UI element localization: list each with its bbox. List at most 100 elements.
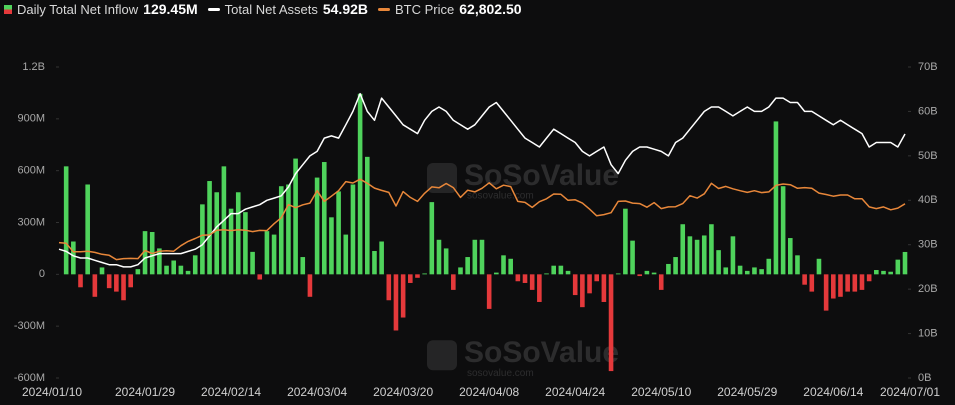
legend-label: Total Net Assets: [224, 1, 318, 17]
bar: [235, 192, 241, 275]
bar: [572, 274, 578, 296]
bar: [300, 257, 306, 275]
x-tick-label: 2024/07/01: [880, 385, 940, 399]
bar: [329, 217, 334, 275]
y-tick-label: -600M: [14, 372, 45, 384]
y2-tick-label: 60B: [918, 105, 938, 117]
bar: [350, 184, 356, 275]
bar: [142, 231, 148, 275]
bar: [63, 166, 69, 275]
bar: [458, 267, 463, 275]
bar: [601, 274, 607, 302]
y-tick-label: 900M: [17, 113, 45, 125]
bar: [888, 271, 893, 275]
bar: [508, 258, 513, 275]
bar: [795, 255, 800, 275]
bar: [687, 236, 693, 275]
bar: [157, 248, 162, 275]
bar: [386, 274, 392, 301]
bar: [744, 270, 750, 275]
bar: [565, 270, 571, 275]
bar: [271, 234, 277, 275]
bar: [630, 240, 635, 275]
legend-swatch: [378, 7, 391, 11]
bar: [866, 274, 872, 282]
bar: [200, 204, 205, 275]
bar: [171, 260, 177, 275]
bar: [443, 248, 449, 275]
x-tick-label: 2024/04/08: [459, 385, 519, 399]
bar: [85, 184, 90, 275]
watermark-logo: [427, 162, 457, 193]
bar: [71, 241, 76, 275]
bar: [372, 251, 377, 275]
bar: [874, 270, 879, 275]
bar: [737, 265, 743, 275]
bar: [178, 265, 184, 275]
bar: [293, 158, 298, 275]
x-tick-label: 2024/01/29: [115, 385, 175, 399]
legend-label: BTC Price: [395, 1, 455, 17]
bar: [823, 274, 829, 311]
bar: [314, 177, 320, 275]
bar: [408, 274, 413, 283]
bar: [121, 274, 126, 301]
watermark-url: sosovalue.com: [467, 191, 534, 202]
bar: [780, 186, 786, 275]
bar: [529, 274, 535, 290]
bar: [422, 273, 427, 275]
bar: [558, 265, 564, 275]
legend-item: BTC Price 62,802.50: [378, 1, 522, 17]
line: [58, 92, 906, 268]
y2-tick-label: 70B: [918, 61, 938, 73]
bar: [494, 272, 499, 275]
x-tick-label: 2024/02/14: [201, 385, 261, 399]
bar: [809, 274, 815, 292]
bar: [831, 274, 836, 299]
bar: [99, 267, 105, 275]
bar: [608, 274, 614, 372]
bar: [250, 251, 255, 275]
watermark-logo: [427, 340, 457, 371]
bar: [214, 192, 220, 275]
y2-tick-label: 0B: [918, 372, 931, 384]
bar: [486, 274, 492, 309]
watermark: SoSoValue: [464, 159, 619, 192]
bar: [343, 234, 349, 275]
y-tick-label: -300M: [14, 320, 45, 332]
legend-value: 62,802.50: [459, 1, 522, 17]
bar: [228, 208, 234, 275]
bar: [472, 239, 478, 275]
bar: [164, 265, 169, 275]
y-tick-label: 600M: [17, 165, 45, 177]
bar: [465, 257, 470, 275]
line: [58, 178, 906, 261]
bar: [651, 272, 657, 275]
y2-tick-label: 30B: [918, 239, 938, 251]
bar: [587, 274, 592, 294]
x-tick-label: 2024/05/29: [717, 385, 777, 399]
bar: [723, 267, 729, 275]
bar: [680, 224, 686, 275]
y-tick-label: 0: [39, 268, 45, 280]
bar: [307, 274, 313, 297]
bar: [264, 231, 270, 275]
bar: [845, 274, 850, 292]
bar: [357, 93, 363, 275]
y2-tick-label: 10B: [918, 327, 938, 339]
bar: [816, 258, 822, 275]
bar: [393, 274, 399, 331]
bar: [773, 121, 779, 275]
x-tick-label: 2024/05/10: [631, 385, 691, 399]
x-tick-label: 2024/04/24: [545, 385, 605, 399]
bar: [637, 274, 643, 277]
bar: [379, 241, 384, 275]
bar: [902, 251, 908, 275]
bar: [658, 274, 664, 290]
bar: [185, 270, 191, 275]
bar: [666, 263, 671, 275]
bar: [544, 273, 549, 275]
bar: [128, 274, 133, 288]
y2-tick-label: 40B: [918, 194, 938, 206]
bar: [787, 238, 793, 275]
